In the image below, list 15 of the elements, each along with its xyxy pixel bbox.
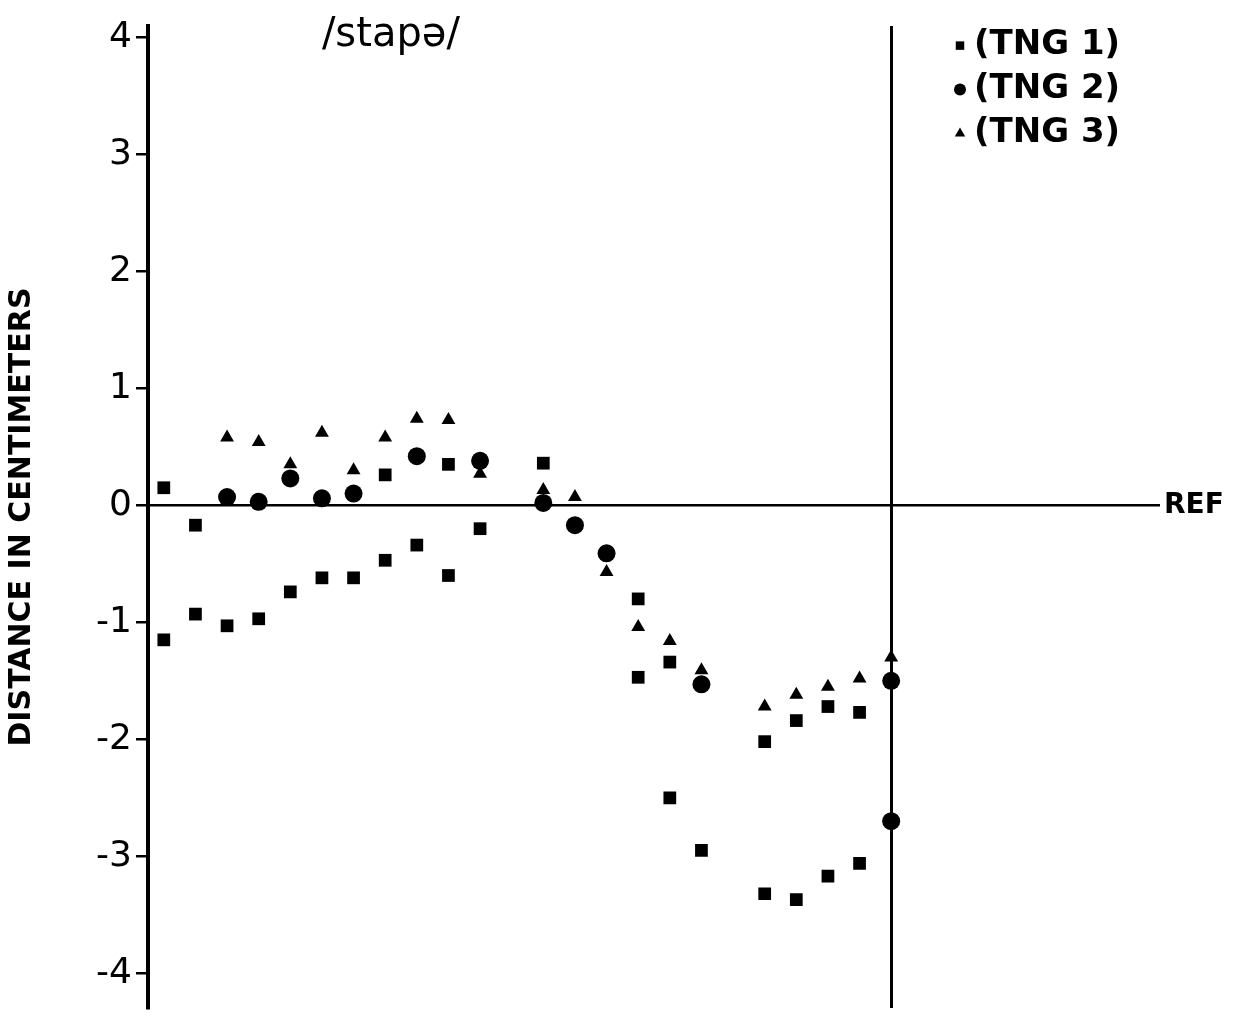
y-axis-title: DISTANCE IN CENTIMETERS: [1, 287, 37, 747]
y-tick-label: 4: [109, 13, 132, 55]
chart-title: /stapə/: [321, 8, 461, 55]
y-tick-label: -1: [96, 598, 132, 640]
y-tick-label: 1: [109, 364, 132, 406]
ref-line-label: REF: [1164, 486, 1224, 520]
legend-label: (TNG 2): [974, 66, 1121, 107]
y-tick-label: 0: [109, 481, 132, 523]
y-tick-label: 3: [109, 130, 132, 172]
y-tick-label: 2: [109, 247, 132, 289]
y-tick-label: -2: [96, 715, 132, 757]
legend-label: (TNG 1): [974, 22, 1121, 63]
legend-label: (TNG 3): [974, 110, 1121, 151]
y-tick-label: -4: [96, 949, 132, 991]
y-tick-label: -3: [96, 832, 132, 874]
